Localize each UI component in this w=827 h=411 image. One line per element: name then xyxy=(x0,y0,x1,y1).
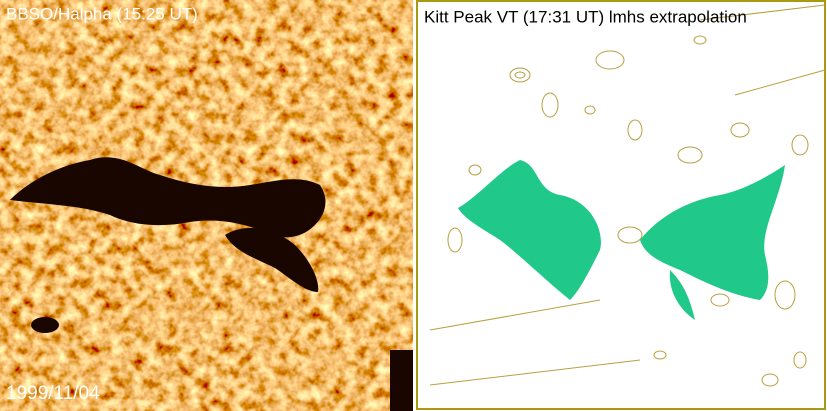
contour-shape xyxy=(699,4,826,21)
field-region-right xyxy=(640,165,785,300)
dark-edge xyxy=(390,350,413,411)
field-region-left xyxy=(458,160,601,300)
contour-shape xyxy=(710,293,730,307)
filament-tail xyxy=(225,227,319,292)
field-region-tail xyxy=(669,270,695,320)
contour-shape xyxy=(693,35,707,45)
contour-shape xyxy=(595,50,625,70)
field-lines xyxy=(458,160,785,320)
contour-shape xyxy=(793,351,807,369)
dark-spot xyxy=(31,317,59,333)
contour-shape xyxy=(447,227,463,253)
contour-shape xyxy=(584,105,596,115)
halpha-panel: BBSO/Halpha (15:25 UT) 1999/11/04 xyxy=(0,0,413,411)
contour-shape xyxy=(761,373,779,387)
contour-shape xyxy=(429,359,641,386)
contour-shape xyxy=(653,350,667,360)
contour-shape xyxy=(734,69,826,96)
contour-shape xyxy=(429,299,601,331)
extrapolation-label: Kitt Peak VT (17:31 UT) lmhs extrapolati… xyxy=(424,7,747,26)
contour-shape xyxy=(677,146,703,164)
contours xyxy=(429,4,826,387)
contour-shape xyxy=(627,119,643,141)
date-label: 1999/11/04 xyxy=(6,383,100,404)
contour-shape xyxy=(514,71,526,79)
contour-shape xyxy=(541,92,559,118)
halpha-label: BBSO/Halpha (15:25 UT) xyxy=(6,4,198,23)
contour-shape xyxy=(509,67,531,83)
contour-shape xyxy=(617,226,643,244)
contour-shape xyxy=(468,164,482,176)
extrapolation-panel: Kitt Peak VT (17:31 UT) lmhs extrapolati… xyxy=(416,0,826,410)
contour-shape xyxy=(730,122,750,138)
contour-shape xyxy=(791,134,809,156)
filament-body xyxy=(10,157,326,238)
contour-shape xyxy=(774,280,796,310)
filament xyxy=(10,157,413,411)
